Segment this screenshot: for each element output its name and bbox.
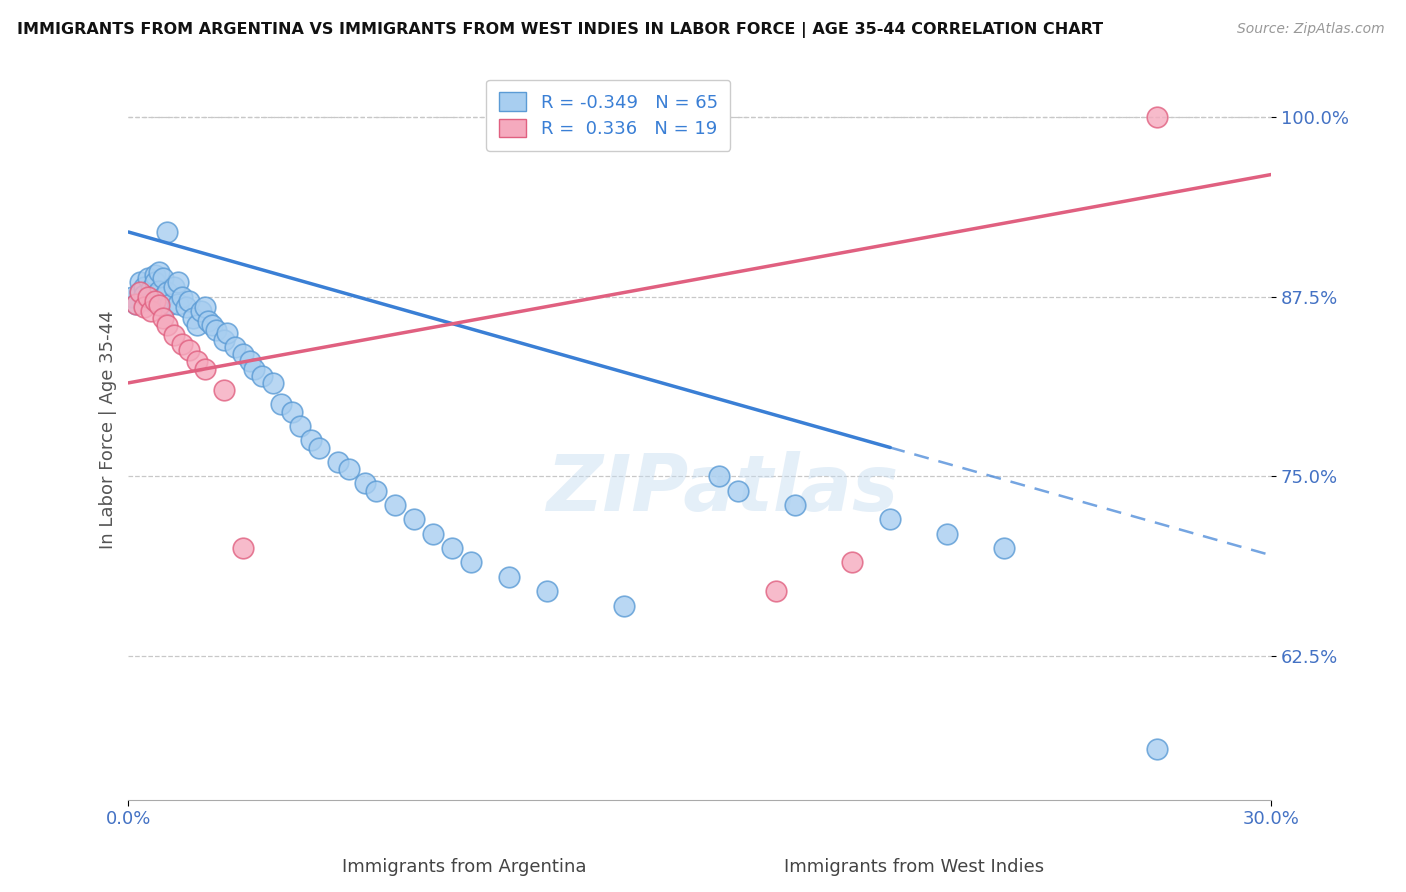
Point [141,293,163,308]
Point [936,526,959,541]
Point [181,311,204,326]
Point [250,368,273,383]
Point [205,323,228,337]
Point [136,271,159,285]
Point [1146,110,1168,124]
Point [270,397,292,411]
Point [262,376,284,390]
Point [727,483,749,498]
Point [152,271,174,285]
Point [163,328,186,343]
Point [232,347,254,361]
Point [141,283,163,297]
Point [879,512,901,526]
Point [143,275,166,289]
Point [498,570,520,584]
Point [152,311,174,326]
Point [136,290,159,304]
Point [132,279,155,293]
Point [841,556,863,570]
Point [143,288,166,302]
Text: Source: ZipAtlas.com: Source: ZipAtlas.com [1237,22,1385,37]
Point [288,419,311,434]
Point [404,512,426,526]
Point [281,404,304,418]
Point [148,265,170,279]
Point [129,275,152,289]
Point [179,293,201,308]
Legend: R = -0.349   N = 65, R =  0.336   N = 19: R = -0.349 N = 65, R = 0.336 N = 19 [486,79,730,151]
Y-axis label: In Labor Force | Age 35-44: In Labor Force | Age 35-44 [100,310,117,549]
Point [155,285,177,300]
Point [155,318,177,333]
Text: Immigrants from West Indies: Immigrants from West Indies [783,858,1045,876]
Point [232,541,254,555]
Point [422,526,444,541]
Point [152,290,174,304]
Point [167,275,190,289]
Point [224,340,246,354]
Point [364,483,387,498]
Point [155,225,177,239]
Point [129,285,152,300]
Point [1146,742,1168,756]
Text: Immigrants from Argentina: Immigrants from Argentina [342,858,586,876]
Point [613,599,636,613]
Point [212,333,235,347]
Point [217,326,239,340]
Point [239,354,262,368]
Point [167,297,190,311]
Point [765,584,787,599]
Point [308,441,330,455]
Point [121,290,143,304]
Point [993,541,1015,555]
Point [194,361,217,376]
Point [148,284,170,298]
Point [536,584,558,599]
Point [353,476,375,491]
Point [136,291,159,305]
Point [186,318,208,333]
Point [143,268,166,282]
Point [194,300,217,314]
Point [143,293,166,308]
Point [125,297,148,311]
Point [212,383,235,397]
Point [129,285,152,300]
Point [174,300,197,314]
Point [179,343,201,357]
Point [170,290,193,304]
Point [132,300,155,314]
Point [132,288,155,302]
Point [783,498,806,512]
Point [299,434,322,448]
Point [163,279,186,293]
Point [148,298,170,312]
Point [707,469,730,483]
Point [197,314,219,328]
Point [190,304,212,318]
Point [326,455,349,469]
Point [125,297,148,311]
Point [460,556,482,570]
Point [159,297,181,311]
Point [337,462,360,476]
Point [243,361,266,376]
Text: ZIPatlas: ZIPatlas [547,450,898,527]
Point [141,304,163,318]
Point [201,318,224,333]
Text: IMMIGRANTS FROM ARGENTINA VS IMMIGRANTS FROM WEST INDIES IN LABOR FORCE | AGE 35: IMMIGRANTS FROM ARGENTINA VS IMMIGRANTS … [17,22,1102,38]
Point [186,354,208,368]
Point [170,337,193,351]
Point [441,541,464,555]
Point [384,498,406,512]
